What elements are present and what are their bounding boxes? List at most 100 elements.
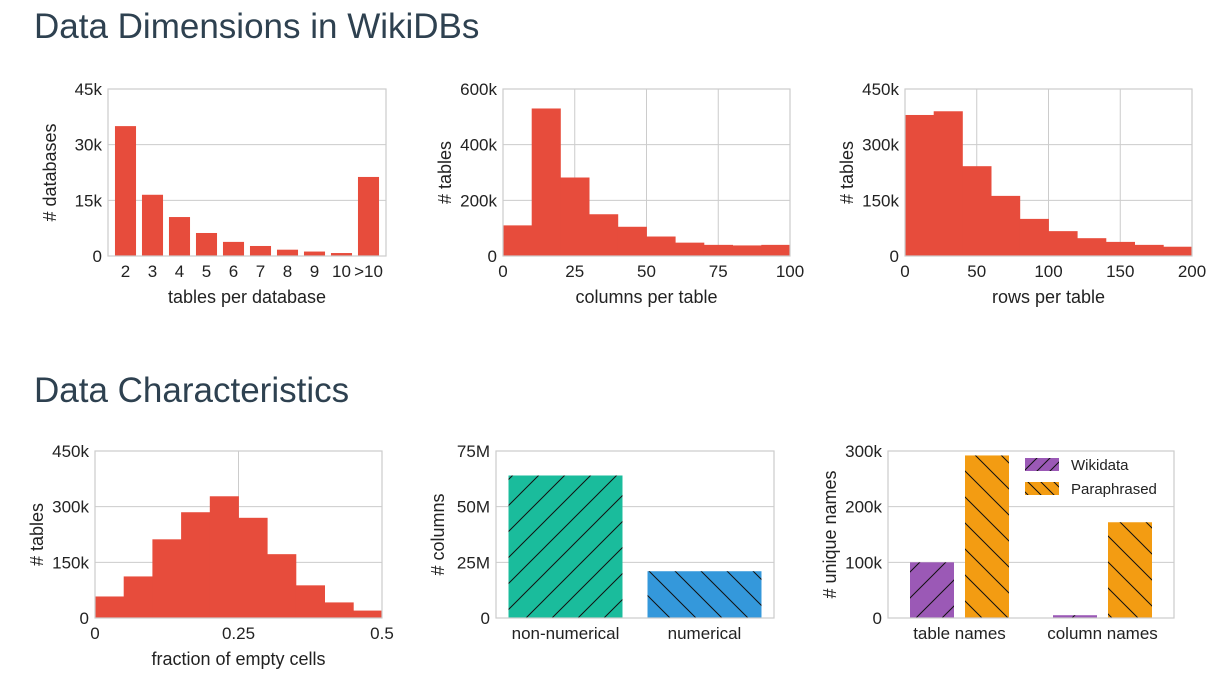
bar <box>168 217 191 256</box>
histogram-bar <box>646 236 676 256</box>
y-axis-label: # unique names <box>820 470 840 598</box>
histogram-bar <box>152 539 182 618</box>
x-tick-label: numerical <box>668 624 742 643</box>
y-tick-label: 15k <box>75 191 103 210</box>
x-tick-label: non-numerical <box>512 624 620 643</box>
y-axis-label: # tables <box>435 141 455 204</box>
x-tick-label: column names <box>1047 624 1158 643</box>
bar <box>330 253 353 256</box>
legend: Wikidata Paraphrased <box>1025 457 1157 498</box>
x-tick-label: 9 <box>310 262 319 281</box>
y-tick-label: 45k <box>75 80 103 99</box>
y-tick-label: 30k <box>75 136 103 155</box>
x-tick-label: 200 <box>1178 262 1206 281</box>
y-tick-label: 300k <box>845 442 882 461</box>
y-tick-label: 75M <box>457 442 490 461</box>
y-axis-label: # tables <box>837 141 857 204</box>
plot-frame <box>904 88 1193 257</box>
x-tick-label: 2 <box>121 262 130 281</box>
y-tick-label: 300k <box>862 136 899 155</box>
x-tick-label: 0 <box>90 624 99 643</box>
histogram-bar <box>238 517 268 618</box>
y-tick-label: 0 <box>80 609 89 628</box>
histogram-bar <box>991 195 1021 256</box>
bar <box>222 241 245 256</box>
histogram-bar <box>905 114 935 256</box>
x-tick-label: 5 <box>202 262 211 281</box>
histogram-bar <box>181 512 211 618</box>
y-tick-label: 200k <box>845 498 882 517</box>
chart-6: 0 100k 200k 300k # unique names table names co… <box>820 442 1175 643</box>
y-tick-label: 600k <box>460 80 497 99</box>
bar-hatch <box>1108 522 1152 618</box>
histogram-bar <box>703 244 733 256</box>
y-tick-label: 0 <box>93 247 102 266</box>
x-tick-label: 50 <box>967 262 986 281</box>
x-tick-label: 7 <box>256 262 265 281</box>
y-tick-label: 150k <box>52 553 89 572</box>
histogram-bar <box>324 602 354 618</box>
bar <box>195 232 218 256</box>
histogram-bar <box>123 576 153 618</box>
bar <box>114 126 137 256</box>
y-tick-label: 0 <box>890 247 899 266</box>
bar <box>276 249 299 256</box>
bar <box>249 245 272 256</box>
x-tick-label: >10 <box>354 262 383 281</box>
y-tick-label: 300k <box>52 498 89 517</box>
histogram-bar <box>1163 246 1193 256</box>
histogram-bar <box>732 245 762 256</box>
x-tick-label: 8 <box>283 262 292 281</box>
histogram-bar <box>1048 231 1078 256</box>
legend-swatch-hatch <box>1025 482 1059 495</box>
x-tick-label: 50 <box>637 262 656 281</box>
bar-hatch <box>910 562 954 618</box>
x-tick-label: 0 <box>498 262 507 281</box>
y-axis-label: # columns <box>428 493 448 575</box>
y-tick-label: 400k <box>460 136 497 155</box>
plot-frame <box>94 450 383 619</box>
chart-5: 0 25M 50M 75M # columns non-numerical numerica… <box>428 442 775 643</box>
bar-hatch <box>508 475 623 618</box>
x-tick-label: 150 <box>1106 262 1134 281</box>
x-tick-label: 4 <box>175 262 184 281</box>
x-tick-label: 0 <box>900 262 909 281</box>
plot-frame <box>107 88 387 257</box>
section-title-characteristics: Data Characteristics <box>34 371 350 410</box>
bar <box>141 194 164 256</box>
histogram-bar <box>95 596 125 618</box>
histogram-bar <box>209 496 239 618</box>
y-tick-label: 450k <box>52 442 89 461</box>
y-axis-label: # databases <box>40 123 60 221</box>
x-tick-label: 0.25 <box>222 624 255 643</box>
x-axis-label: rows per table <box>992 287 1105 307</box>
histogram-bar <box>1077 238 1107 256</box>
x-tick-label: 100 <box>776 262 804 281</box>
bar-hatch <box>1053 615 1097 618</box>
bar-hatch <box>965 455 1009 618</box>
x-tick-label: 75 <box>709 262 728 281</box>
x-axis-label: fraction of empty cells <box>151 649 325 669</box>
histogram-bar <box>933 111 963 257</box>
legend-label: Wikidata <box>1071 457 1129 474</box>
y-tick-label: 0 <box>873 609 882 628</box>
x-tick-label: 3 <box>148 262 157 281</box>
x-tick-label: 6 <box>229 262 238 281</box>
plot-frame <box>887 450 1175 619</box>
bar-hatch <box>647 571 762 618</box>
histogram-bar <box>531 108 561 256</box>
y-tick-label: 150k <box>862 191 899 210</box>
y-tick-label: 0 <box>488 247 497 266</box>
y-tick-label: 25M <box>457 553 490 572</box>
x-tick-label: 100 <box>1034 262 1062 281</box>
y-axis-label: # tables <box>27 503 47 566</box>
histogram-bar <box>560 177 590 256</box>
histogram-bar <box>761 244 791 256</box>
bar <box>357 176 380 256</box>
chart-2: 0 200k 400k 600k # tables 0 25 50 75 100 columns p… <box>435 80 804 307</box>
legend-label: Paraphrased <box>1071 481 1157 498</box>
x-tick-label: 0.5 <box>370 624 394 643</box>
plot-frame <box>495 450 775 619</box>
histogram-bar <box>353 610 383 618</box>
